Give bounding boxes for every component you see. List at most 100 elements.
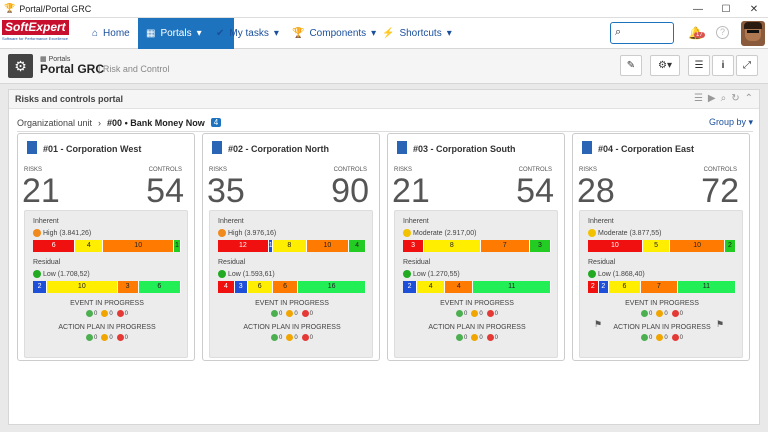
- filter-button[interactable]: ☰: [688, 55, 710, 76]
- bar-segment[interactable]: 16: [298, 281, 366, 293]
- status-red: 0: [116, 310, 128, 317]
- bar-segment[interactable]: 3: [529, 240, 551, 252]
- status-yellow: 0: [286, 334, 298, 341]
- corporation-card[interactable]: #04 - Corporation East RISKS CONTROLS 28…: [572, 133, 750, 361]
- bar-segment[interactable]: 12: [218, 240, 269, 252]
- bar-segment[interactable]: 2: [725, 240, 736, 252]
- bar-segment[interactable]: 7: [640, 281, 678, 293]
- controls-count[interactable]: 72: [701, 172, 739, 210]
- card-title[interactable]: #04 - Corporation East: [598, 144, 695, 154]
- info-button[interactable]: i: [712, 55, 734, 76]
- list-icon[interactable]: ☰: [693, 93, 703, 104]
- bar-segment[interactable]: 2: [33, 281, 48, 293]
- collapse-icon[interactable]: ⌃: [744, 93, 753, 104]
- bar-segment[interactable]: 7: [480, 240, 530, 252]
- nav-home[interactable]: ⌂ Home: [92, 28, 130, 39]
- controls-count[interactable]: 54: [146, 172, 184, 210]
- top-navbar: SoftExpert Software for Performance Exce…: [0, 18, 768, 49]
- avatar[interactable]: [741, 21, 765, 46]
- bar-segment[interactable]: 8: [272, 240, 307, 252]
- maximize-button[interactable]: ☐: [721, 3, 731, 15]
- play-icon[interactable]: ▶: [707, 93, 716, 104]
- bar-segment[interactable]: 1: [173, 240, 181, 252]
- gear-icon: ⚙▾: [658, 60, 672, 71]
- inherent-bar[interactable]: 10 5 10 2: [588, 240, 736, 252]
- bar-segment[interactable]: 5: [642, 240, 671, 252]
- group-by-dropdown[interactable]: Group by ▾: [708, 117, 753, 127]
- close-button[interactable]: ✕: [749, 3, 759, 15]
- softexpert-logo[interactable]: SoftExpert Software for Performance Exce…: [2, 20, 69, 41]
- bar-segment[interactable]: 10: [47, 281, 118, 293]
- bar-segment[interactable]: 11: [473, 281, 551, 293]
- controls-label: CONTROLS: [703, 167, 737, 173]
- bar-segment[interactable]: 10: [103, 240, 174, 252]
- risks-count[interactable]: 21: [22, 172, 60, 210]
- org-unit-value[interactable]: #00 • Bank Money Now: [107, 117, 205, 128]
- residual-label: Residual: [218, 259, 246, 266]
- nav-portals[interactable]: ▦ Portals ▾: [138, 18, 234, 49]
- status-red: 0: [486, 334, 498, 341]
- status-green: 0: [85, 310, 97, 317]
- search-icon[interactable]: ⌕: [720, 93, 727, 104]
- bar-segment[interactable]: 10: [670, 240, 726, 252]
- org-unit-bar: Organizational unit › #00 • Bank Money N…: [17, 114, 753, 132]
- bar-segment[interactable]: 8: [424, 240, 481, 252]
- corporation-card[interactable]: #02 - Corporation North RISKS CONTROLS 3…: [202, 133, 380, 361]
- search-input[interactable]: ⌕: [610, 22, 674, 44]
- action-status: 0 0 0: [25, 334, 189, 341]
- bar-segment[interactable]: 6: [609, 281, 641, 293]
- bar-segment[interactable]: 3: [117, 281, 139, 293]
- settings-button[interactable]: ⚙▾: [650, 55, 680, 76]
- flag-icon[interactable]: ⚑: [716, 319, 725, 329]
- breadcrumb[interactable]: ▦ Portals: [40, 56, 71, 63]
- inherent-bar[interactable]: 12 1 8 10 4: [218, 240, 366, 252]
- risks-count[interactable]: 35: [207, 172, 245, 210]
- controls-count[interactable]: 90: [331, 172, 369, 210]
- bar-segment[interactable]: 1: [268, 240, 273, 252]
- nav-mytasks[interactable]: ✔ My tasks ▾: [216, 28, 279, 39]
- risks-count[interactable]: 21: [392, 172, 430, 210]
- bar-segment[interactable]: 6: [138, 281, 181, 293]
- nav-components[interactable]: 🏆 Components ▾: [292, 28, 377, 39]
- bar-segment[interactable]: 2: [403, 281, 418, 293]
- corporation-card[interactable]: #01 - Corporation West RISKS CONTROLS 21…: [17, 133, 195, 361]
- flag-icon[interactable]: ⚑: [594, 319, 603, 329]
- residual-bar[interactable]: 2 2 6 7 11: [588, 281, 736, 293]
- bar-segment[interactable]: 10: [306, 240, 350, 252]
- help-icon[interactable]: ?: [716, 26, 729, 39]
- edit-button[interactable]: ✎: [620, 55, 642, 76]
- bar-segment[interactable]: 4: [75, 240, 104, 252]
- minimize-button[interactable]: —: [693, 3, 703, 15]
- inherent-bar[interactable]: 6 4 10 1: [33, 240, 181, 252]
- card-title[interactable]: #03 - Corporation South: [413, 144, 516, 154]
- refresh-icon[interactable]: ↻: [731, 93, 740, 104]
- nav-shortcuts[interactable]: ⚡ Shortcuts ▾: [382, 28, 452, 39]
- residual-bar[interactable]: 4 3 6 6 16: [218, 281, 366, 293]
- bar-segment[interactable]: 6: [247, 281, 273, 293]
- bar-segment[interactable]: 2: [588, 281, 599, 293]
- risks-count[interactable]: 28: [577, 172, 615, 210]
- bar-segment[interactable]: 11: [677, 281, 736, 293]
- bar-segment[interactable]: 4: [445, 281, 474, 293]
- controls-count[interactable]: 54: [516, 172, 554, 210]
- bar-segment[interactable]: 6: [272, 281, 299, 293]
- bar-segment[interactable]: 10: [588, 240, 643, 252]
- bar-segment[interactable]: 6: [33, 240, 76, 252]
- event-status: 0 0 0: [395, 310, 559, 317]
- bar-segment[interactable]: 3: [234, 281, 248, 293]
- card-title[interactable]: #02 - Corporation North: [228, 144, 330, 154]
- bar-segment[interactable]: 3: [403, 240, 425, 252]
- corporation-card[interactable]: #03 - Corporation South RISKS CONTROLS 2…: [387, 133, 565, 361]
- expand-button[interactable]: ⤢: [736, 55, 758, 76]
- card-title[interactable]: #01 - Corporation West: [43, 144, 142, 154]
- risks-label: RISKS: [579, 167, 598, 173]
- event-label: EVENT IN PROGRESS: [255, 300, 329, 307]
- face-icon: [33, 229, 41, 237]
- bar-segment[interactable]: 4: [417, 281, 446, 293]
- bar-segment[interactable]: 4: [349, 240, 366, 252]
- bar-segment[interactable]: 4: [218, 281, 235, 293]
- bar-segment[interactable]: 2: [598, 281, 610, 293]
- residual-bar[interactable]: 2 10 3 6: [33, 281, 181, 293]
- residual-bar[interactable]: 2 4 4 11: [403, 281, 551, 293]
